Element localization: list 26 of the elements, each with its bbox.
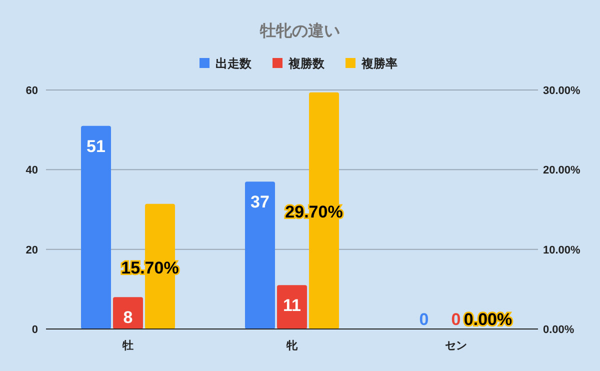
x-tick-label: セン xyxy=(445,340,467,352)
bar xyxy=(277,285,307,329)
data-label: 8 xyxy=(123,308,133,328)
y-tick-label: 20 xyxy=(26,244,38,256)
y-tick-label: 40 xyxy=(26,164,38,177)
bar xyxy=(245,182,275,329)
legend-label: 出走数 xyxy=(216,56,252,70)
legend-label: 複勝数 xyxy=(288,56,326,70)
y2-tick-label: 20.00% xyxy=(543,164,581,177)
data-label: 37 xyxy=(250,192,270,212)
y-tick-label: 0 xyxy=(32,324,38,336)
data-label: 11 xyxy=(283,296,301,316)
bar xyxy=(113,297,143,329)
bar xyxy=(81,126,111,329)
x-tick-label: 牡 xyxy=(122,339,134,352)
y2-tick-label: 0.00% xyxy=(543,324,574,336)
legend-label: 複勝率 xyxy=(360,56,398,70)
y2-tick-label: 30.00% xyxy=(543,85,581,97)
data-label: 0.00% xyxy=(464,310,512,329)
data-label: 0 xyxy=(419,310,429,329)
data-label: 51 xyxy=(86,136,106,156)
data-label: 0 xyxy=(451,310,461,329)
chart-title: 牡牝の違い xyxy=(259,22,340,40)
y2-tick-label: 10.00% xyxy=(543,244,581,256)
y-tick-label: 60 xyxy=(26,85,38,97)
x-tick-label: 牝 xyxy=(286,339,298,352)
